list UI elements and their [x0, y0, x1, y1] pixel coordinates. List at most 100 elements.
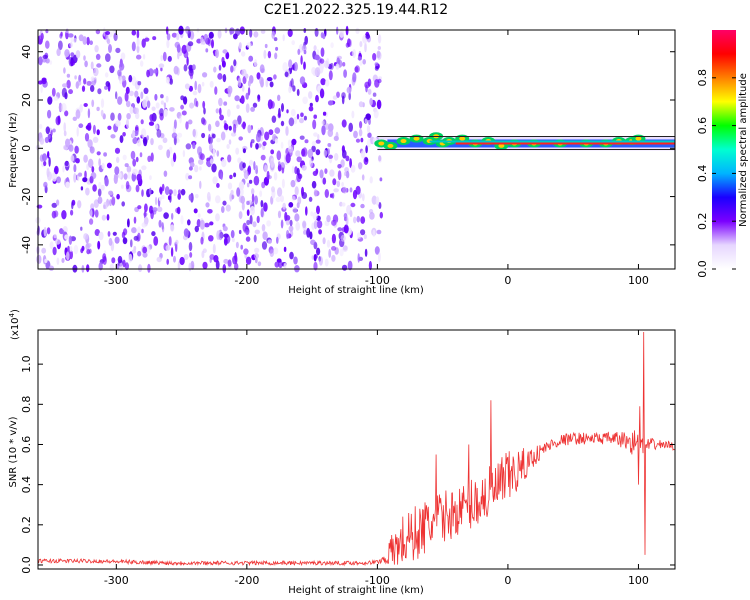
- spectrogram-noise-cell: [355, 185, 361, 195]
- spectrogram-noise-cell: [314, 27, 319, 37]
- spectrogram-noise-cell: [70, 59, 76, 66]
- spectrogram-noise-cell: [71, 201, 74, 210]
- spectrogram-noise-cell: [341, 202, 346, 207]
- signal-core-hot: [498, 143, 505, 148]
- spectrogram-noise-cell: [238, 211, 243, 220]
- spectrogram-noise-cell: [226, 144, 230, 149]
- spectrogram-noise-cell: [100, 184, 105, 191]
- spectrogram-noise-cell: [211, 163, 217, 173]
- spectrogram-noise-cell: [306, 227, 311, 238]
- snr-xlabel: Height of straight line (km): [288, 585, 424, 596]
- spectrogram-noise-cell: [64, 110, 69, 117]
- spectrogram-noise-cell: [215, 108, 219, 114]
- spectrogram-noise-cell: [209, 143, 213, 152]
- spectrogram-noise-cell: [280, 195, 284, 203]
- spectrogram-noise-cell: [112, 231, 117, 236]
- spectrogram-noise-cell: [365, 34, 371, 39]
- spectrogram-noise-cell: [206, 191, 211, 201]
- spectrogram-noise-cell: [105, 53, 111, 62]
- spectrogram-noise-cell: [46, 227, 51, 235]
- spectrogram-noise-cell: [376, 99, 382, 110]
- spectrogram-noise-cell: [250, 106, 256, 112]
- spectrogram-noise-cell: [86, 249, 91, 255]
- spectrogram-noise-cell: [367, 78, 372, 87]
- spectrogram-noise-cell: [64, 234, 69, 240]
- spectrogram-noise-cell: [56, 176, 61, 184]
- spectrogram-noise-cell: [146, 135, 149, 141]
- spectrogram-noise-cell: [328, 248, 332, 258]
- spectrogram-noise-cell: [201, 250, 205, 259]
- spectrogram-noise-cell: [66, 73, 71, 78]
- spectrogram-noise-cell: [137, 250, 142, 257]
- spectrogram-noise-cell: [128, 253, 133, 263]
- spectrogram-noise-cell: [345, 155, 350, 162]
- spectrogram-noise-cell: [349, 210, 353, 218]
- spectrogram-noise-cell: [108, 44, 112, 53]
- spectrogram-noise-cell: [315, 139, 321, 144]
- spectrogram-noise-cell: [163, 102, 167, 109]
- spectrogram-noise-cell: [271, 115, 277, 123]
- spectrogram-noise-cell: [91, 208, 95, 218]
- spectrogram-noise-cell: [322, 111, 327, 116]
- spectrogram-noise-cell: [336, 26, 339, 35]
- snr-ytick-label: 1.0: [20, 355, 33, 373]
- spectrogram-noise-cell: [371, 195, 377, 205]
- spectrogram-noise-cell: [86, 80, 92, 86]
- spectrogram-noise-cell: [303, 61, 306, 70]
- spectrogram-noise-cell: [324, 258, 329, 267]
- colorbar: 0.0 0.2 0.4 0.6 0.8 Normalized spectral ampl…: [696, 30, 749, 278]
- spectrogram-noise-cell: [122, 237, 128, 245]
- spectrogram-noise-cell: [299, 135, 305, 140]
- spectrogram-noise-cell: [189, 72, 194, 80]
- spectrogram-noise-cell: [109, 199, 112, 207]
- spectrogram-noise-cell: [225, 51, 230, 60]
- spectrogram-noise-cell: [280, 219, 284, 229]
- spectrogram-noise-cell: [251, 193, 255, 203]
- spectrogram-noise-cell: [301, 164, 307, 171]
- spectrogram-noise-cell: [183, 64, 188, 72]
- spectrogram-noise-cell: [64, 49, 70, 58]
- spectrogram-noise-cell: [166, 39, 170, 49]
- spectrogram-noise-cell: [285, 215, 291, 221]
- spectrogram-noise-cell: [189, 252, 193, 258]
- spectrogram-noise-cell: [231, 237, 235, 243]
- spectrogram-noise-cell: [248, 55, 254, 62]
- spectrogram-noise-cell: [255, 165, 258, 175]
- spectrogram-noise-cell: [253, 59, 258, 67]
- spectrogram-noise-cell: [133, 216, 137, 224]
- spectrogram-noise-cell: [119, 135, 124, 144]
- spectrogram-noise-cell: [283, 246, 287, 252]
- spectrogram-noise-cell: [103, 152, 107, 157]
- spectrogram-noise-cell: [326, 215, 331, 223]
- spectrogram-noise-cell: [36, 254, 42, 264]
- spectrogram-noise-cell: [245, 236, 251, 242]
- spectrogram-noise-cell: [257, 96, 261, 102]
- spectrogram-noise-cell: [215, 260, 220, 270]
- spectrogram-noise-cell: [176, 206, 181, 215]
- spectrogram-noise-cell: [277, 210, 282, 219]
- spectrogram-noise-cell: [149, 114, 154, 122]
- spectrogram-noise-cell: [296, 202, 300, 209]
- spectrogram-noise-cell: [98, 158, 101, 167]
- spectrogram-noise-cell: [288, 202, 294, 208]
- spectrogram-noise-cell: [336, 91, 340, 98]
- spectrogram-noise-cell: [66, 79, 71, 89]
- snr-ticks: -300 -200 -100 0 100 0.0 0.2 0.4 0.6 0.8 1.0: [20, 330, 675, 587]
- spectrogram-noise-cell: [218, 97, 223, 107]
- spectrogram-noise-cell: [43, 160, 47, 167]
- spectrogram-noise-cell: [142, 246, 148, 254]
- spectrogram-noise-cell: [367, 132, 372, 138]
- spectrogram-noise-cell: [131, 30, 137, 36]
- spectrogram-noise-cell: [322, 33, 326, 40]
- spectrogram-noise-cell: [342, 186, 348, 194]
- spectrogram-noise-cell: [104, 85, 108, 90]
- spectrogram-noise-cell: [132, 158, 137, 167]
- spectrogram-noise-cell: [377, 46, 381, 50]
- spectrogram-noise-cell: [126, 218, 130, 228]
- spectrogram-noise-cell: [234, 262, 239, 271]
- spectrogram-noise-cell: [339, 248, 344, 257]
- spectrogram-noise-cell: [117, 96, 123, 105]
- spectrogram-noise-cell: [48, 265, 55, 271]
- spectrogram-noise-cell: [376, 229, 382, 235]
- spectrogram-noise-cell: [132, 168, 138, 175]
